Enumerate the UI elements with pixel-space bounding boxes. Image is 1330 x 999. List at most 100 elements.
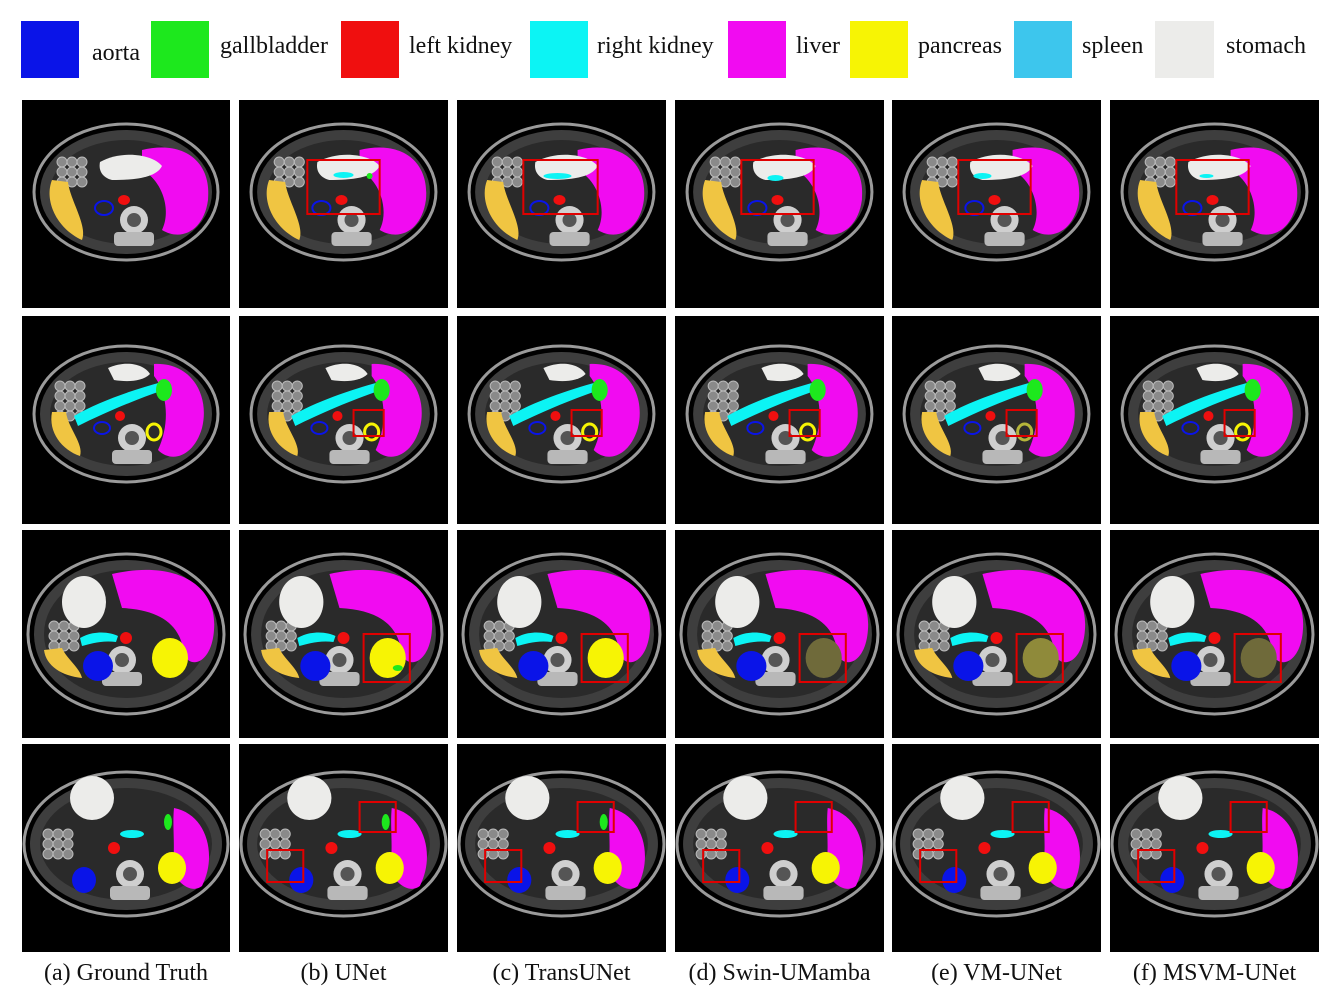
bowel-loop <box>711 630 723 642</box>
aorta-mask <box>93 421 111 435</box>
aorta-mask <box>518 651 549 681</box>
ct-slice-row1-transunet <box>457 100 666 308</box>
spinal-canal <box>125 431 139 445</box>
bowel-loop <box>54 380 66 392</box>
right-kidney-mask <box>773 830 798 838</box>
left-kidney-mask <box>337 632 350 644</box>
bowel-loop <box>946 176 958 188</box>
left-kidney-mask <box>543 842 556 854</box>
bowel-loop <box>62 838 74 850</box>
legend-swatch-gallbladder <box>151 21 209 78</box>
highlight-box <box>1011 801 1050 833</box>
highlight-box <box>702 849 741 883</box>
bowel-loop <box>509 390 521 402</box>
bowel-loop <box>499 400 511 412</box>
right-kidney-mask <box>297 632 336 646</box>
bowel-loop <box>1150 838 1162 850</box>
ct-slice-row3-swin-umamba <box>675 530 884 738</box>
spinal-canal <box>115 653 129 667</box>
body-outline <box>22 770 230 918</box>
spinal-canal <box>340 867 355 881</box>
right-kidney-mask <box>555 830 580 838</box>
aorta-mask <box>310 421 329 435</box>
bowel-loop <box>281 380 293 392</box>
ct-slice-row2-unet <box>239 316 448 524</box>
aorta-mask <box>942 867 967 893</box>
aorta-mask <box>72 867 96 893</box>
spinal-canal <box>123 867 137 881</box>
bowel-loop <box>709 166 721 178</box>
highlight-box <box>1015 633 1064 683</box>
ct-slice-image <box>239 316 448 524</box>
body-outline <box>461 552 662 716</box>
vertebra-process <box>547 450 588 464</box>
vertebra-process <box>984 232 1025 246</box>
aorta-mask <box>507 867 532 893</box>
left-kidney-mask <box>990 632 1003 644</box>
bowel-loop <box>701 630 713 642</box>
vertebra-process <box>327 886 368 900</box>
body-outline <box>902 344 1091 484</box>
vertebra-process <box>980 886 1021 900</box>
pancreas-mask <box>375 852 404 884</box>
ct-slice-row3-ground-truth <box>22 530 230 738</box>
bowel-loop <box>511 156 523 168</box>
right-kidney-mask <box>515 632 554 646</box>
caption-vm-unet: (e) VM-UNet <box>931 960 1062 986</box>
bowel-loop <box>265 620 277 632</box>
bowel-loop <box>74 390 86 402</box>
stomach-mask <box>505 776 550 820</box>
left-kidney-mask <box>335 195 348 205</box>
pancreas-mask <box>363 422 381 442</box>
ct-slice-image <box>1110 100 1319 308</box>
bowel-loop <box>491 156 503 168</box>
pancreas-mask <box>1246 852 1275 884</box>
pancreas-mask <box>152 638 188 678</box>
spleen-mask <box>1137 180 1172 240</box>
bowel-loop <box>1152 380 1164 392</box>
bowel-loop <box>273 156 285 168</box>
spinal-canal <box>768 653 783 667</box>
ct-slice-image <box>457 316 666 524</box>
stomach-mask <box>1158 776 1203 820</box>
bowel-loop <box>269 838 281 850</box>
bowel-loop <box>1150 828 1162 840</box>
stomach-mask <box>325 363 368 382</box>
body-outline <box>679 552 880 716</box>
highlight-box <box>1175 159 1250 215</box>
highlight-box <box>957 159 1032 215</box>
ct-slice-image <box>892 100 1101 308</box>
ct-slice-row1-ground-truth <box>22 100 230 308</box>
bowel-loop <box>1142 400 1154 412</box>
stomach-mask <box>715 576 760 628</box>
bowel-loop <box>52 828 64 840</box>
gallbladder-mask <box>591 379 608 401</box>
ct-slice-image <box>1110 316 1319 524</box>
bowel-loop <box>1164 166 1176 178</box>
bowel-loop <box>695 838 707 850</box>
bowel-loop <box>1144 166 1156 178</box>
bowel-loop <box>497 838 509 850</box>
ct-slice-image <box>457 100 666 308</box>
body-outline <box>1114 552 1315 716</box>
bowel-loop <box>501 166 513 178</box>
bowel-loop <box>928 630 940 642</box>
right-kidney-mask <box>727 382 818 426</box>
right-kidney-mask <box>74 382 164 426</box>
bowel-loop <box>62 828 74 840</box>
right-kidney-mask <box>733 632 772 646</box>
vertebra-process <box>112 450 152 464</box>
spleen-mask <box>704 412 734 456</box>
body-outline <box>896 552 1097 716</box>
highlight-box <box>362 633 411 683</box>
bowel-loop <box>511 176 523 188</box>
bowel-loop <box>707 380 719 392</box>
aorta-mask <box>725 867 750 893</box>
bowel-loop <box>493 620 505 632</box>
bowel-loop <box>58 630 70 642</box>
bowel-loop <box>291 390 303 402</box>
bowel-loop <box>58 620 70 632</box>
bowel-loop <box>944 390 956 402</box>
right-kidney-mask <box>333 172 354 178</box>
body-outline <box>902 122 1091 262</box>
